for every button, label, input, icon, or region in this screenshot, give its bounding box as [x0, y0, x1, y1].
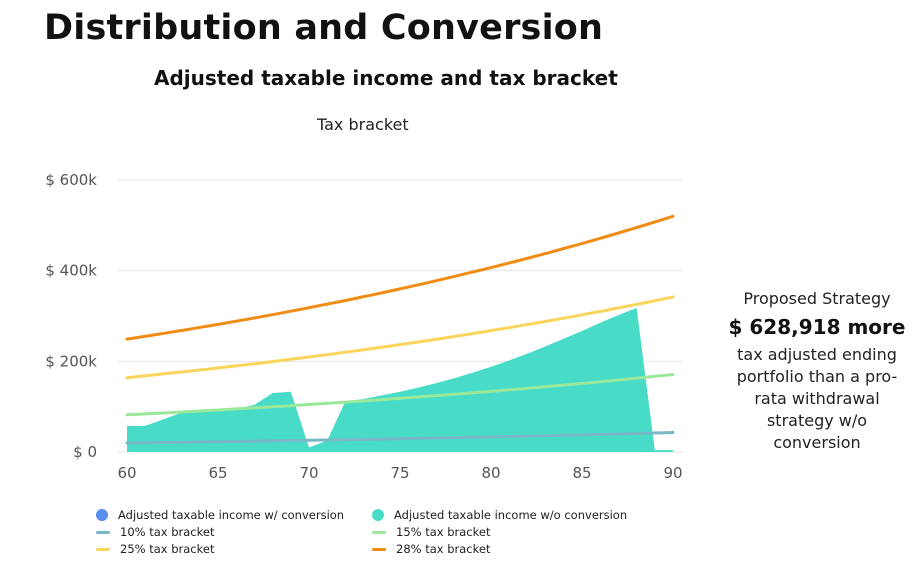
- y-axis-ticks: $ 0 $ 200k $ 400k $ 600k: [45, 171, 97, 461]
- legend-label: 25% tax bracket: [120, 542, 215, 556]
- legend-item[interactable]: 28% tax bracket: [372, 541, 672, 557]
- y-tick-label: $ 600k: [45, 171, 97, 189]
- chart-legend: Adjusted taxable income w/ conversion Adj…: [96, 507, 696, 557]
- strategy-description-line: strategy w/o: [766, 411, 868, 430]
- legend-line-icon: [96, 547, 110, 551]
- x-tick-label: 85: [572, 464, 591, 482]
- strategy-description-line: conversion: [773, 433, 861, 452]
- legend-label: 15% tax bracket: [396, 525, 491, 539]
- line-28-tax-bracket: [125, 214, 675, 341]
- area-adjusted-taxable-income-w-o-conversion: [127, 307, 673, 452]
- x-axis-ticks: 60 65 70 75 80 85 90: [117, 464, 682, 482]
- legend-line-icon: [96, 530, 110, 534]
- strategy-description-line: rata withdrawal: [754, 389, 880, 408]
- strategy-description-line: portfolio than a pro-: [736, 367, 898, 386]
- legend-dot-icon: [96, 509, 108, 521]
- y-tick-label: $ 200k: [45, 352, 97, 370]
- strategy-heading: Proposed Strategy: [743, 289, 891, 308]
- legend-item[interactable]: Adjusted taxable income w/o conversion: [372, 507, 672, 523]
- legend-dot-icon: [372, 509, 384, 521]
- legend-item[interactable]: 10% tax bracket: [96, 524, 372, 540]
- x-tick-label: 70: [299, 464, 318, 482]
- chart-subtitle: Tax bracket: [317, 115, 409, 134]
- area-series: [127, 307, 673, 452]
- legend-label: 28% tax bracket: [396, 542, 491, 556]
- legend-label: Adjusted taxable income w/ conversion: [118, 508, 345, 522]
- strategy-summary: Proposed Strategy $ 628,918 more tax adj…: [722, 288, 912, 454]
- line-25-tax-bracket: [125, 295, 675, 380]
- legend-item[interactable]: Adjusted taxable income w/ conversion: [96, 507, 372, 523]
- x-tick-label: 75: [390, 464, 409, 482]
- legend-item[interactable]: 15% tax bracket: [372, 524, 672, 540]
- x-tick-label: 80: [481, 464, 500, 482]
- y-tick-label: $ 400k: [45, 262, 97, 280]
- legend-item[interactable]: 25% tax bracket: [96, 541, 372, 557]
- page-title: Distribution and Conversion: [44, 8, 604, 48]
- legend-label: 10% tax bracket: [120, 525, 215, 539]
- y-tick-label: $ 0: [73, 443, 97, 461]
- chart-title: Adjusted taxable income and tax bracket: [154, 66, 618, 90]
- x-tick-label: 60: [117, 464, 136, 482]
- x-tick-label: 65: [208, 464, 227, 482]
- line-10-tax-bracket: [125, 431, 675, 445]
- chart-plot: $ 0 $ 200k $ 400k $ 600k 60 65 70 75 80 85 90: [45, 171, 683, 482]
- strategy-description-line: tax adjusted ending: [737, 345, 897, 364]
- legend-line-icon: [372, 530, 386, 534]
- legend-label: Adjusted taxable income w/o conversion: [394, 508, 628, 522]
- line-15-tax-bracket: [125, 373, 675, 417]
- strategy-description: tax adjusted ending portfolio than a pro…: [722, 344, 912, 454]
- strategy-amount: $ 628,918 more: [728, 315, 906, 339]
- legend-line-icon: [372, 547, 386, 551]
- bracket-lines: [125, 214, 675, 445]
- x-tick-label: 90: [663, 464, 682, 482]
